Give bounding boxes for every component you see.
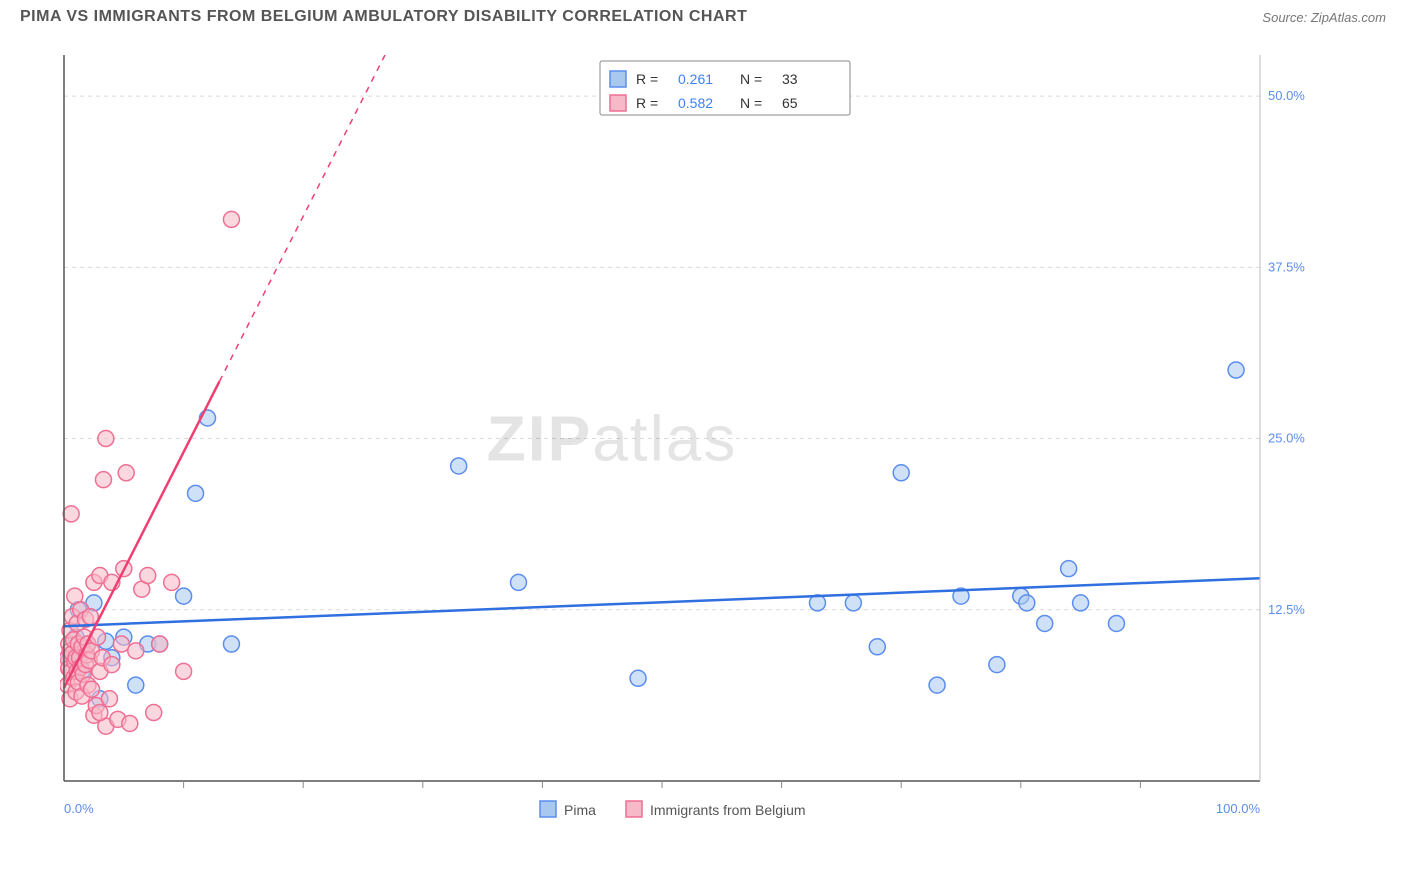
source-label: Source:	[1262, 10, 1307, 25]
data-point	[176, 663, 192, 679]
data-point	[1228, 362, 1244, 378]
data-point	[188, 485, 204, 501]
data-point	[451, 458, 467, 474]
data-point	[1108, 615, 1124, 631]
data-point	[146, 705, 162, 721]
data-point	[1037, 615, 1053, 631]
data-point	[845, 595, 861, 611]
data-point	[1073, 595, 1089, 611]
y-tick-label: 37.5%	[1268, 259, 1305, 274]
data-point	[128, 643, 144, 659]
data-point	[118, 465, 134, 481]
legend-n-label: N =	[740, 95, 762, 111]
x-tick-label: 0.0%	[64, 801, 94, 816]
data-point	[510, 574, 526, 590]
svg-text:ZIPatlas: ZIPatlas	[487, 403, 738, 475]
plot-area: 12.5% 25.0% 37.5% 50.0% 0.0% 100.0% R = 0.261 N …	[60, 55, 1380, 825]
data-point	[893, 465, 909, 481]
y-tick-label: 12.5%	[1268, 602, 1305, 617]
legend-r-label: R =	[636, 95, 658, 111]
data-point	[98, 431, 114, 447]
data-point	[113, 636, 129, 652]
legend-label: Pima	[564, 802, 596, 818]
legend-swatch	[610, 71, 626, 87]
legend-n-value: 33	[782, 71, 798, 87]
data-point	[1061, 561, 1077, 577]
data-point	[95, 472, 111, 488]
watermark: ZIPatlas	[487, 403, 738, 475]
legend-r-label: R =	[636, 71, 658, 87]
data-point	[223, 211, 239, 227]
source-value: ZipAtlas.com	[1311, 10, 1386, 25]
data-point	[101, 691, 117, 707]
y-tick-label: 50.0%	[1268, 88, 1305, 103]
legend-swatch	[626, 801, 642, 817]
legend-swatch	[610, 95, 626, 111]
y-tick-label: 25.0%	[1268, 431, 1305, 446]
source-attribution: Source: ZipAtlas.com	[1262, 10, 1386, 25]
legend-n-label: N =	[740, 71, 762, 87]
header-row: PIMA VS IMMIGRANTS FROM BELGIUM AMBULATO…	[0, 0, 1406, 26]
legend-swatch	[540, 801, 556, 817]
legend-bottom: Pima Immigrants from Belgium	[540, 801, 806, 818]
x-tick-label: 100.0%	[1216, 801, 1261, 816]
data-point	[929, 677, 945, 693]
legend-r-value: 0.582	[678, 95, 713, 111]
data-point	[84, 681, 100, 697]
data-point	[92, 705, 108, 721]
data-point	[989, 657, 1005, 673]
legend-label: Immigrants from Belgium	[650, 802, 806, 818]
data-point	[104, 657, 120, 673]
data-point	[128, 677, 144, 693]
data-point	[176, 588, 192, 604]
data-point	[630, 670, 646, 686]
data-point	[1019, 595, 1035, 611]
scatter-plot-svg: 12.5% 25.0% 37.5% 50.0% 0.0% 100.0% R = 0.261 N …	[60, 55, 1380, 835]
data-point	[122, 715, 138, 731]
data-point	[164, 574, 180, 590]
legend-n-value: 65	[782, 95, 798, 111]
data-point	[63, 506, 79, 522]
data-point	[140, 568, 156, 584]
data-point	[152, 636, 168, 652]
legend-r-value: 0.261	[678, 71, 713, 87]
legend-top: R = 0.261 N = 33 R = 0.582 N = 65	[600, 61, 850, 115]
data-point	[223, 636, 239, 652]
data-point	[869, 639, 885, 655]
chart-title: PIMA VS IMMIGRANTS FROM BELGIUM AMBULATO…	[20, 8, 747, 26]
